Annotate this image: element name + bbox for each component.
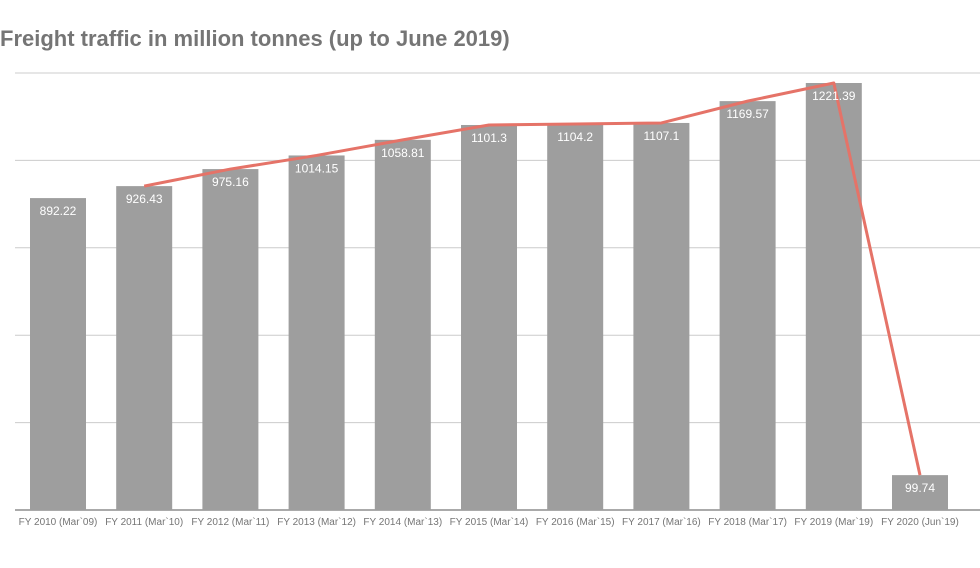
bar [116, 186, 173, 511]
x-tick-label: FY 2010 (Mar`09) [19, 516, 98, 528]
x-tick-label: FY 2014 (Mar`13) [363, 516, 442, 528]
x-tick-label: FY 2020 (Jun`19) [881, 516, 959, 528]
bars [30, 83, 948, 511]
data-label: 1058.81 [381, 146, 425, 160]
data-label: 1107.1 [643, 129, 679, 143]
data-label: 1221.39 [812, 89, 856, 103]
bar [805, 83, 862, 511]
x-tick-label: FY 2011 (Mar`10) [105, 516, 183, 528]
x-axis-ticks: FY 2010 (Mar`09) FY 2011 (Mar`10) FY 2012 … [19, 516, 959, 528]
trend-line [143, 81, 922, 476]
bar [288, 155, 345, 510]
data-label: 1169.57 [726, 107, 769, 121]
x-tick-label: FY 2012 (Mar`11) [191, 516, 269, 528]
bar [30, 198, 86, 510]
chart-title: Freight traffic in million tonnes (up to… [0, 26, 510, 51]
data-label: 975.16 [212, 175, 249, 189]
data-label: 1104.2 [557, 130, 593, 144]
bar [374, 139, 431, 510]
data-label: 1014.15 [295, 161, 339, 175]
bar [202, 169, 259, 511]
x-tick-label: FY 2016 (Mar`15) [536, 516, 615, 528]
data-label: 926.43 [126, 192, 163, 206]
x-tick-label: FY 2019 (Mar`19) [794, 516, 873, 528]
x-tick-label: FY 2017 (Mar`16) [622, 516, 701, 528]
bar [719, 101, 776, 511]
bar [892, 475, 948, 510]
x-tick-label: FY 2015 (Mar`14) [450, 516, 529, 528]
bar [633, 122, 690, 511]
series-line [143, 81, 922, 476]
data-label: 99.74 [905, 481, 935, 495]
data-label: 1101.3 [471, 131, 507, 145]
x-tick-label: FY 2018 (Mar`17) [708, 516, 787, 528]
bar [547, 123, 604, 510]
data-label: 892.22 [40, 204, 77, 218]
data-labels: 892.22 926.43 975.16 1014.15 1058.81 1101.3 11… [40, 89, 936, 495]
x-tick-label: FY 2013 (Mar`12) [277, 516, 356, 528]
bar [461, 124, 517, 510]
